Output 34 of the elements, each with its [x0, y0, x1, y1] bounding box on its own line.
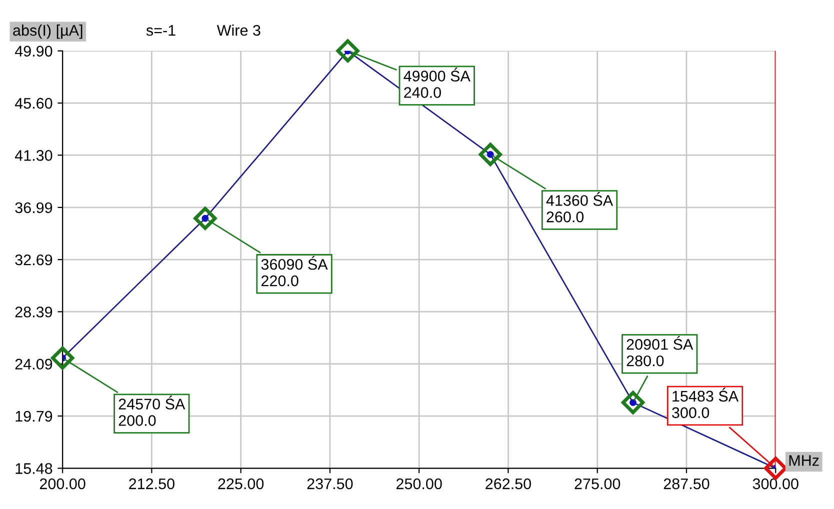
y-tick-label: 41.30 [14, 150, 52, 161]
point [336, 39, 360, 62]
chart-title: Wire 3 [216, 24, 260, 36]
annotation: 36090 ŚA 220.0 [261, 256, 328, 286]
point [194, 206, 217, 230]
x-tick-label: 225.00 [218, 478, 264, 490]
point [478, 142, 502, 166]
y-tick-label: 15.48 [16, 463, 52, 474]
x-tick-label: 237.50 [307, 478, 353, 490]
y-tick-label: 24.09 [15, 358, 52, 370]
y-tick-label: 19.79 [16, 410, 52, 422]
point [621, 390, 645, 414]
x-tick-label: 262.50 [486, 478, 531, 490]
point [50, 346, 74, 370]
annotation: 15483 ŚA 300.0 [672, 388, 739, 418]
point [764, 456, 788, 480]
x-tick-label: 212.50 [129, 478, 174, 490]
chart-subtitle: s=-1 [146, 25, 176, 36]
y-tick-label: 49.90 [14, 46, 52, 57]
x-tick-label: 200.00 [40, 478, 86, 490]
y-tick-label: 28.39 [15, 306, 52, 318]
x-tick-label: 250.00 [396, 478, 442, 490]
x-tick-label: 300.00 [752, 478, 798, 490]
annotation: 49900 ŚA 240.0 [404, 68, 470, 98]
annotation: 24570 ŚA 200.0 [118, 396, 186, 426]
x-tick-label: 287.50 [664, 478, 710, 490]
y-tick-label: 45.60 [14, 98, 52, 109]
annotation: 20901 ŚA 280.0 [626, 336, 694, 366]
y-axis-title: abs(I) [µA] [13, 24, 82, 39]
x-axis-title: MHz [789, 455, 819, 466]
y-tick-label: 32.69 [15, 254, 52, 266]
y-tick-label: 36.99 [15, 202, 52, 214]
x-tick-label: 275.00 [574, 478, 620, 490]
annotation: 41360 ŚA 260.0 [546, 192, 614, 222]
